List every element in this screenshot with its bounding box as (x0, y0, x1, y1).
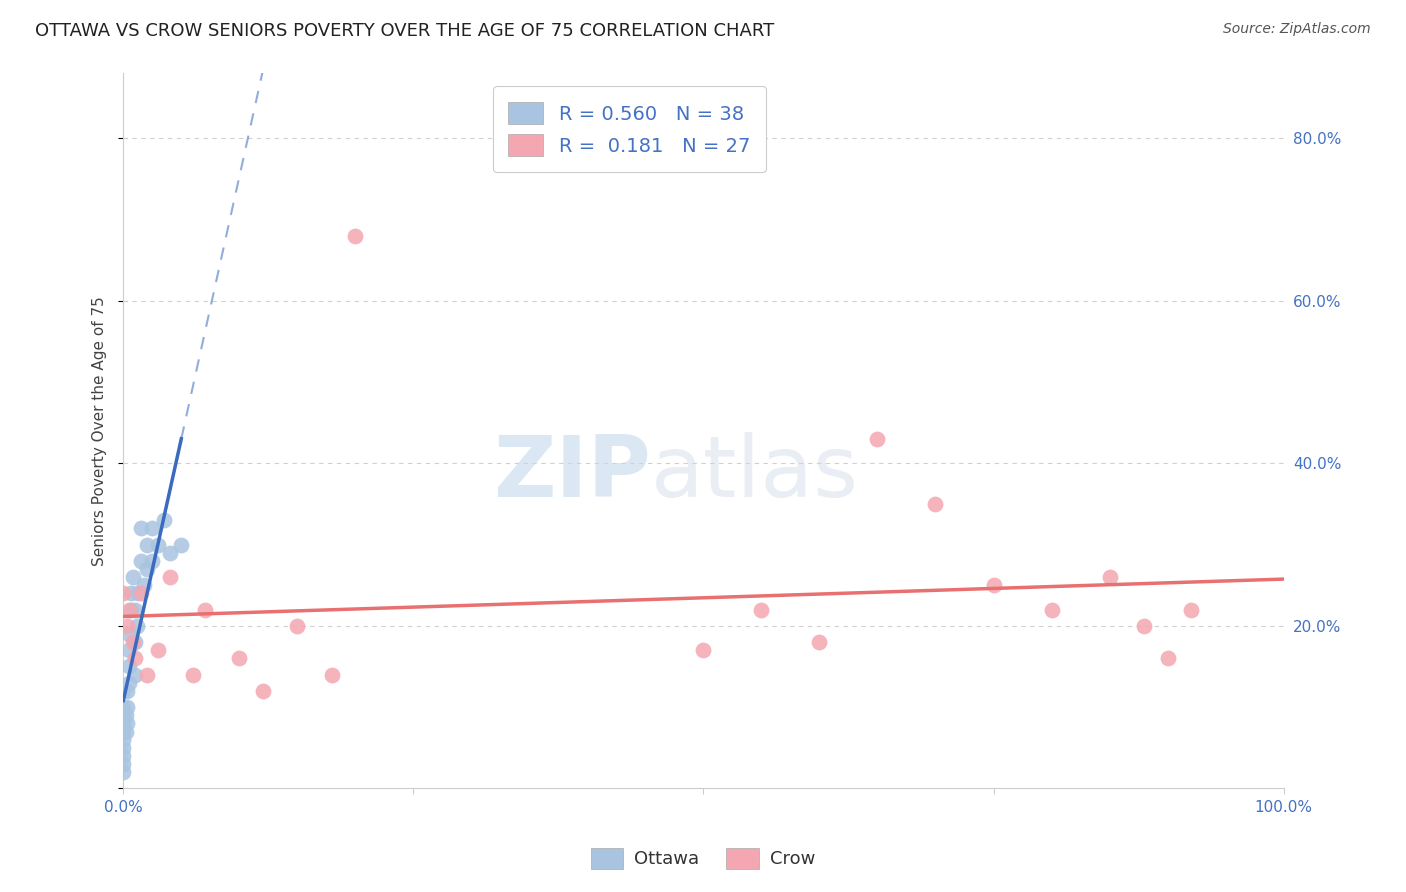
Point (321, 667, 343, 681)
Point (1040, 602, 1063, 616)
Point (141, 554, 163, 568)
Point (129, 521, 152, 535)
Point (129, 586, 152, 600)
Point (121, 570, 143, 584)
Point (114, 724, 136, 739)
Point (135, 667, 157, 681)
Point (118, 627, 141, 641)
Point (115, 700, 138, 714)
Point (141, 521, 163, 535)
Point (127, 586, 149, 600)
Point (114, 708, 136, 723)
Point (252, 684, 274, 698)
Text: Source: ZipAtlas.com: Source: ZipAtlas.com (1223, 22, 1371, 37)
Text: atlas: atlas (651, 432, 859, 516)
Point (124, 667, 146, 681)
Point (170, 537, 193, 551)
Point (124, 635, 146, 649)
Point (118, 675, 141, 690)
Point (112, 716, 135, 731)
Legend: R = 0.560   N = 38, R =  0.181   N = 27: R = 0.560 N = 38, R = 0.181 N = 27 (492, 87, 766, 172)
Point (118, 643, 141, 657)
Point (112, 748, 135, 763)
Point (129, 554, 152, 568)
Point (808, 635, 831, 649)
Point (115, 716, 138, 731)
Point (285, 619, 308, 633)
Point (112, 724, 135, 739)
Point (112, 700, 135, 714)
Point (751, 602, 773, 616)
Point (112, 586, 135, 600)
Point (1098, 570, 1121, 584)
Legend: Ottawa, Crow: Ottawa, Crow (583, 840, 823, 876)
Point (124, 602, 146, 616)
Point (112, 684, 135, 698)
Point (1180, 602, 1202, 616)
Point (159, 546, 181, 560)
Point (124, 651, 146, 665)
Point (153, 513, 176, 527)
Point (344, 228, 367, 243)
Point (146, 537, 169, 551)
Point (924, 497, 946, 511)
Point (118, 602, 141, 616)
Point (120, 586, 142, 600)
Text: ZIP: ZIP (494, 432, 651, 516)
Point (118, 659, 141, 673)
Point (121, 635, 143, 649)
Point (159, 570, 181, 584)
Point (983, 578, 1005, 592)
Point (112, 708, 135, 723)
Point (112, 732, 135, 747)
Point (692, 643, 714, 657)
Point (1156, 651, 1178, 665)
Point (146, 643, 169, 657)
Point (115, 619, 138, 633)
Y-axis label: Seniors Poverty Over the Age of 75: Seniors Poverty Over the Age of 75 (93, 296, 107, 566)
Point (135, 537, 157, 551)
Point (1133, 619, 1156, 633)
Point (115, 684, 138, 698)
Point (112, 757, 135, 772)
Point (866, 432, 889, 446)
Point (134, 578, 156, 592)
Point (228, 651, 250, 665)
Point (181, 667, 204, 681)
Point (193, 602, 215, 616)
Point (120, 602, 142, 616)
Point (127, 619, 149, 633)
Text: OTTAWA VS CROW SENIORS POVERTY OVER THE AGE OF 75 CORRELATION CHART: OTTAWA VS CROW SENIORS POVERTY OVER THE … (35, 22, 775, 40)
Point (135, 562, 157, 576)
Point (112, 765, 135, 780)
Point (112, 740, 135, 755)
